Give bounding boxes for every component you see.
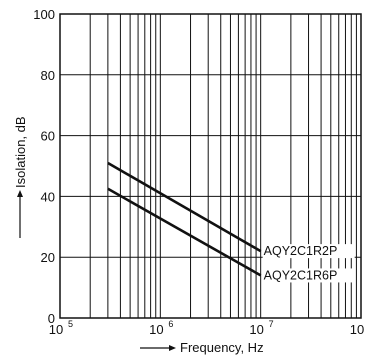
y-tick-label: 0 <box>48 311 55 326</box>
x-tick-exponent: 6 <box>168 319 173 329</box>
series-line <box>107 161 262 253</box>
x-tick-label: 10 <box>49 322 63 337</box>
tick-labels: 020406080100105106107108 <box>33 7 364 337</box>
x-axis-title: Frequency, Hz <box>140 340 264 355</box>
series-label-bg <box>262 244 355 259</box>
y-tick-label: 100 <box>33 7 55 22</box>
x-tick-exponent: 5 <box>68 319 73 329</box>
x-tick-label: 10 <box>149 322 163 337</box>
y-axis-label: Isolation, dB <box>13 116 28 188</box>
y-tick-label: 20 <box>41 250 55 265</box>
series-labels: AQY2C1R2P AQY2C1R6P <box>262 244 355 283</box>
y-tick-label: 80 <box>41 68 55 83</box>
y-axis-title: Isolation, dB <box>13 116 28 238</box>
series-line <box>107 187 262 277</box>
plot-frame <box>59 13 362 319</box>
x-tick-label: 10 <box>350 322 364 337</box>
x-tick-exponent: 7 <box>269 319 274 329</box>
x-tick-label: 10 <box>249 322 263 337</box>
x-axis-label: Frequency, Hz <box>180 340 264 355</box>
series-lines <box>107 161 262 277</box>
series-label: AQY2C1R6P <box>264 268 338 282</box>
y-tick-label: 60 <box>41 129 55 144</box>
series-label-bg <box>262 268 355 283</box>
series-label: AQY2C1R2P <box>264 244 338 258</box>
y-tick-label: 40 <box>41 189 55 204</box>
